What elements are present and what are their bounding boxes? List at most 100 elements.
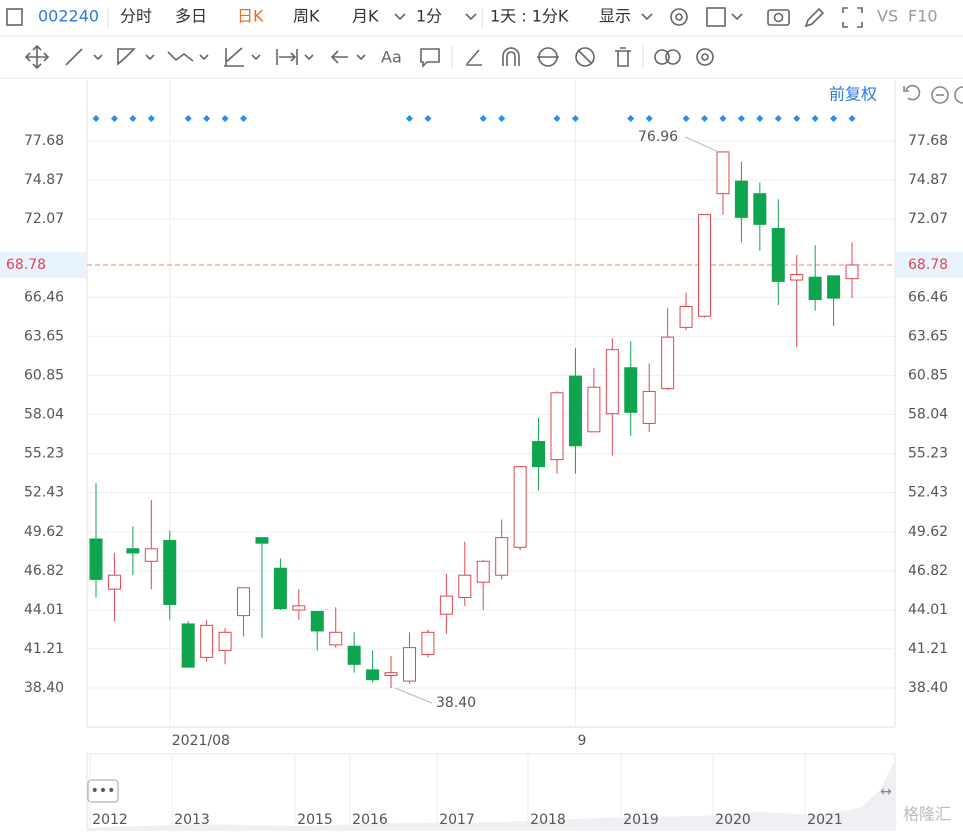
undo-icon[interactable]	[903, 84, 921, 101]
period-tab[interactable]: 周K	[293, 7, 320, 26]
candle-body	[329, 631, 343, 646]
sidebar-icon[interactable]	[6, 8, 23, 26]
candle-body	[126, 548, 140, 554]
navigator-handle-dots: •••	[91, 783, 116, 799]
chevron[interactable]	[199, 54, 209, 61]
candle-body	[532, 441, 546, 468]
period-tab[interactable]: 1分	[416, 7, 442, 26]
event-marker	[203, 115, 211, 122]
candle-body	[476, 560, 490, 583]
note-tool-icon[interactable]	[420, 48, 440, 68]
period-tab-active[interactable]: 日K	[237, 7, 264, 26]
candle-body	[550, 392, 564, 461]
y-tick-label: 77.68	[24, 133, 64, 149]
y-tick-label: 72.07	[24, 211, 64, 227]
candle-body	[790, 273, 804, 281]
low-annotation: 38.40	[436, 695, 476, 711]
chevron[interactable]	[304, 54, 314, 61]
angle-tool-icon[interactable]	[466, 49, 482, 66]
event-marker	[405, 115, 413, 122]
candle-body	[384, 672, 398, 676]
navigator-year: 2018	[530, 812, 566, 828]
y-tick-label: 55.23	[24, 446, 64, 462]
event-marker	[719, 115, 727, 122]
move-icon[interactable]	[24, 44, 50, 70]
y-tick-label-right: 41.21	[908, 641, 948, 657]
event-marker	[830, 115, 838, 122]
event-marker	[129, 115, 137, 122]
settings-icon[interactable]	[670, 8, 688, 26]
event-marker	[793, 115, 801, 122]
period-tab[interactable]: 多日	[175, 7, 207, 26]
magnet-icon[interactable]	[502, 47, 520, 66]
navigator-year: 2013	[174, 812, 210, 828]
pencil-icon[interactable]	[804, 7, 825, 28]
wave-tool-icon[interactable]	[167, 51, 194, 62]
arrow-tool-icon[interactable]	[330, 50, 348, 64]
low-pointer	[394, 687, 433, 704]
y-tick-label-right: 58.04	[908, 407, 948, 423]
navigator-resize[interactable]: ↔	[880, 784, 892, 800]
compare-button[interactable]: VS	[877, 7, 898, 26]
camera-icon[interactable]	[767, 9, 790, 26]
high-pointer	[684, 136, 718, 152]
line-tool-icon[interactable]	[65, 48, 83, 66]
navigator-year: 2012	[92, 812, 128, 828]
chevron[interactable]	[251, 54, 261, 61]
chevron[interactable]	[356, 54, 366, 61]
navigator-year: 2019	[623, 812, 659, 828]
candle-body	[237, 587, 251, 617]
chevron[interactable]	[465, 13, 477, 21]
candle-body	[255, 537, 269, 544]
candle-body	[495, 537, 509, 576]
stock-code[interactable]: 002240	[38, 7, 99, 26]
color-square-icon[interactable]	[706, 7, 726, 27]
compare-icon[interactable]	[654, 49, 670, 65]
measure-tool-icon[interactable]	[276, 49, 298, 65]
hide-icon[interactable]	[575, 47, 595, 67]
candle-body	[587, 386, 601, 433]
adjust-mode[interactable]: 前复权	[829, 85, 877, 104]
chevron[interactable]	[145, 54, 155, 61]
chevron[interactable]	[394, 13, 406, 21]
candle-body	[181, 623, 195, 668]
last-price-label-right: 68.78	[908, 257, 948, 273]
settings-icon-core	[675, 13, 683, 21]
f10-button[interactable]: F10	[908, 7, 938, 26]
zoom-in-icon[interactable]	[954, 86, 963, 104]
candle-body	[753, 193, 767, 225]
candle-body	[421, 631, 435, 656]
y-tick-label-right: 66.46	[908, 289, 948, 305]
period-tab[interactable]: 分时	[120, 7, 152, 26]
chevron[interactable]	[641, 13, 653, 21]
chevron[interactable]	[731, 13, 743, 21]
range-select[interactable]: 1天 : 1分K	[490, 7, 569, 26]
navigator-year: 2015	[297, 812, 333, 828]
zoom-out-icon[interactable]	[931, 86, 949, 104]
camera-lens	[773, 12, 784, 23]
y-tick-label-right: 74.87	[908, 172, 948, 188]
candle-body	[347, 645, 361, 665]
y-tick-label-right: 77.68	[908, 133, 948, 149]
delete-icon[interactable]	[615, 47, 631, 67]
channel-tool-icon[interactable]	[117, 48, 136, 66]
candle-body	[513, 466, 527, 548]
candle-body	[107, 574, 121, 590]
y-tick-label: 66.46	[24, 289, 64, 305]
event-marker	[221, 115, 229, 122]
y-tick-label-right: 49.62	[908, 524, 948, 540]
settings-icon[interactable]	[696, 48, 714, 66]
display-menu[interactable]: 显示	[599, 7, 631, 26]
y-tick-label-right: 38.40	[908, 680, 948, 696]
fib-tool-icon[interactable]	[224, 47, 244, 67]
text-tool[interactable]: Aa	[381, 48, 402, 67]
y-tick-label-right: 60.85	[908, 367, 948, 383]
navigator-year: 2016	[352, 812, 388, 828]
candle-body	[845, 264, 859, 280]
y-tick-label: 46.82	[24, 563, 64, 579]
period-tab[interactable]: 月K	[352, 7, 379, 26]
chevron[interactable]	[93, 54, 103, 61]
navigator-handle[interactable]	[87, 779, 119, 803]
fullscreen-icon[interactable]	[842, 7, 863, 28]
